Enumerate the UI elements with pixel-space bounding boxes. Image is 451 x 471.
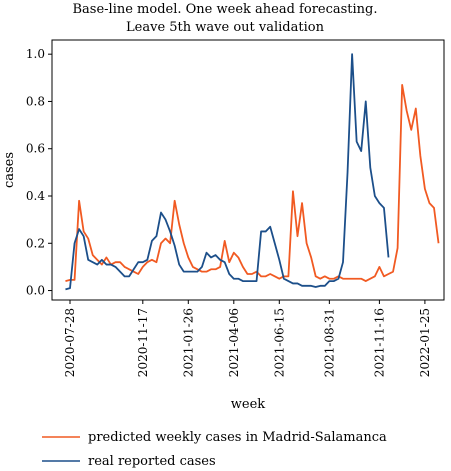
x-tick-label: 2022-01-25 xyxy=(418,308,432,377)
x-tick-label: 2021-01-26 xyxy=(181,308,195,377)
x-tick-label: 2021-08-31 xyxy=(322,308,336,377)
legend: predicted weekly cases in Madrid-Salaman… xyxy=(42,430,387,469)
y-tick-label: 1.0 xyxy=(26,47,45,61)
x-tick-label: 2020-11-17 xyxy=(136,308,150,377)
chart-title-line-2: Leave 5th wave out validation xyxy=(126,20,325,35)
x-tick-label: 2020-07-28 xyxy=(63,308,77,377)
legend-label-predicted: predicted weekly cases in Madrid-Salaman… xyxy=(88,430,387,445)
chart-title-line-1: Base-line model. One week ahead forecast… xyxy=(72,2,377,17)
y-axis: 0.0 0.2 0.4 0.6 0.8 1.0 xyxy=(26,47,52,298)
predicted-cases-line xyxy=(65,84,440,282)
x-tick-label: 2021-06-15 xyxy=(272,308,286,377)
real-cases-line xyxy=(65,53,390,291)
y-tick-label: 0.2 xyxy=(26,236,45,250)
x-tick-label: 2021-11-16 xyxy=(372,308,386,377)
y-tick-label: 0.4 xyxy=(26,189,45,203)
series-lines xyxy=(65,53,440,291)
y-tick-label: 0.6 xyxy=(26,142,45,156)
x-tick-label: 2021-04-06 xyxy=(227,308,241,377)
legend-label-real: real reported cases xyxy=(88,454,216,469)
y-tick-label: 0.0 xyxy=(26,284,45,298)
plot-area-frame xyxy=(51,39,445,301)
x-axis-label: week xyxy=(231,397,266,412)
x-axis: 2020-07-28 2020-11-17 2021-01-26 2021-04-06… xyxy=(63,300,432,377)
y-tick-label: 0.8 xyxy=(26,94,45,108)
y-axis-label: cases xyxy=(2,152,17,188)
